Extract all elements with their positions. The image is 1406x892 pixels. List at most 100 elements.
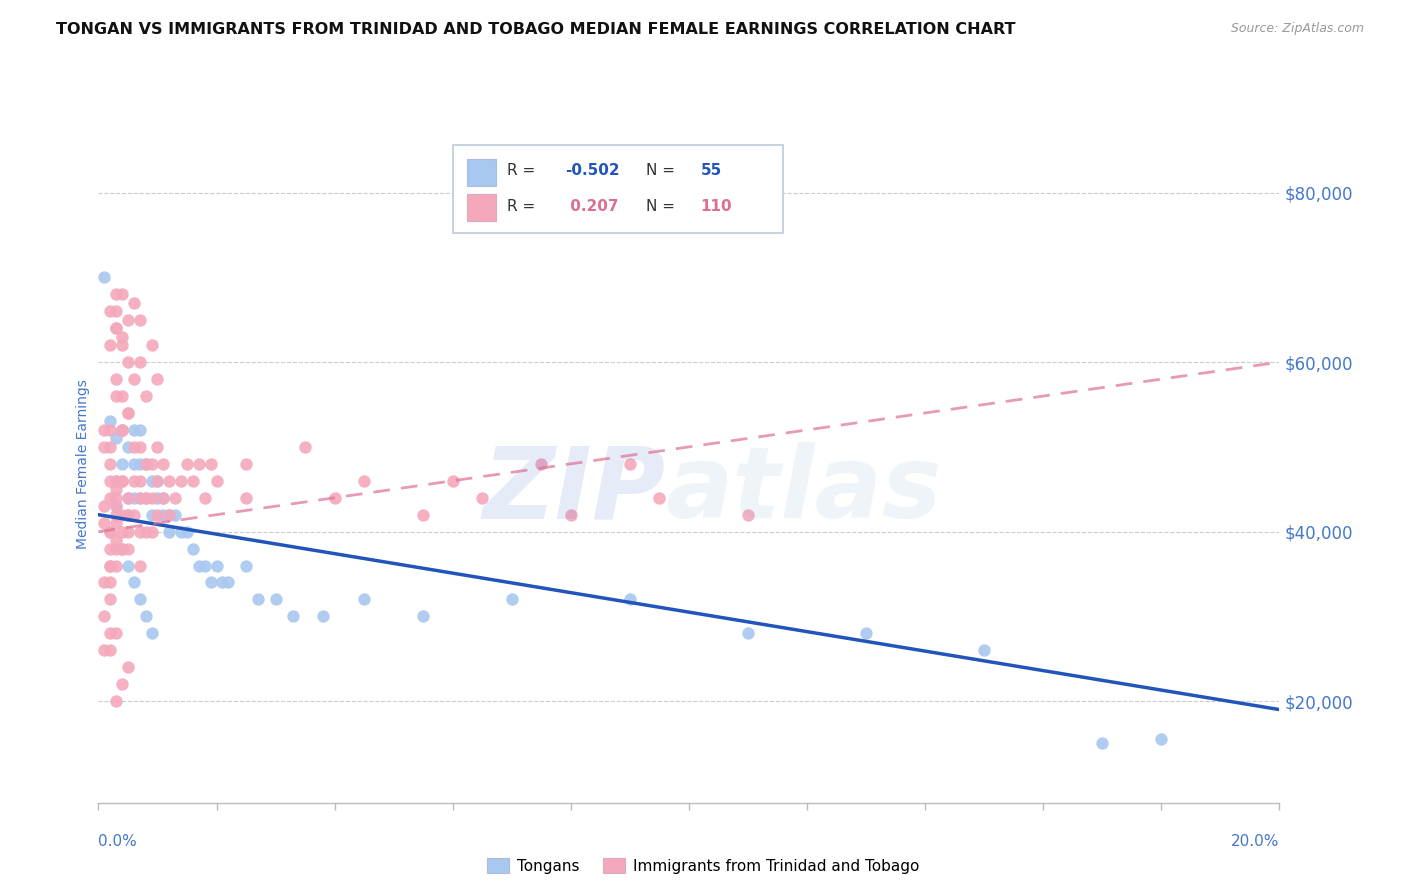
Point bbox=[737, 508, 759, 522]
Point bbox=[105, 304, 128, 318]
Point bbox=[105, 372, 128, 386]
Point bbox=[441, 474, 464, 488]
Point bbox=[135, 491, 157, 505]
Point bbox=[122, 575, 145, 590]
Point bbox=[117, 524, 139, 539]
Point bbox=[98, 474, 121, 488]
Point bbox=[152, 491, 174, 505]
Point bbox=[141, 524, 163, 539]
Point bbox=[122, 296, 145, 310]
Point bbox=[205, 558, 228, 573]
Point bbox=[105, 558, 128, 573]
Point bbox=[98, 338, 121, 352]
Point bbox=[128, 440, 150, 454]
Point bbox=[117, 508, 139, 522]
Point bbox=[353, 592, 375, 607]
Point bbox=[98, 558, 121, 573]
Point bbox=[105, 321, 128, 335]
Point bbox=[235, 491, 257, 505]
Point bbox=[117, 440, 139, 454]
Point bbox=[105, 500, 128, 514]
Point bbox=[128, 423, 150, 437]
Point bbox=[1150, 732, 1173, 747]
Text: 55: 55 bbox=[700, 163, 723, 178]
Point bbox=[98, 457, 121, 471]
Point bbox=[105, 533, 128, 548]
Point bbox=[181, 474, 204, 488]
Point bbox=[141, 338, 163, 352]
Text: atlas: atlas bbox=[665, 442, 942, 540]
Point bbox=[187, 457, 209, 471]
Point bbox=[294, 440, 316, 454]
Point bbox=[128, 491, 150, 505]
Point bbox=[181, 541, 204, 556]
Point bbox=[98, 414, 121, 429]
Point bbox=[165, 508, 187, 522]
Point bbox=[105, 626, 128, 640]
Text: Source: ZipAtlas.com: Source: ZipAtlas.com bbox=[1230, 22, 1364, 36]
FancyBboxPatch shape bbox=[467, 194, 496, 221]
Point bbox=[152, 491, 174, 505]
Point bbox=[170, 474, 193, 488]
Point bbox=[152, 508, 174, 522]
Point bbox=[111, 474, 134, 488]
Point bbox=[122, 474, 145, 488]
Point bbox=[98, 575, 121, 590]
Point bbox=[117, 406, 139, 420]
Point bbox=[217, 575, 239, 590]
Point bbox=[93, 643, 115, 657]
Point bbox=[146, 440, 169, 454]
Point bbox=[98, 440, 121, 454]
Text: R =: R = bbox=[508, 199, 540, 214]
Point bbox=[619, 592, 641, 607]
Point bbox=[105, 508, 128, 522]
Point bbox=[737, 626, 759, 640]
Point bbox=[187, 558, 209, 573]
Point bbox=[105, 483, 128, 497]
Point bbox=[111, 677, 134, 691]
Point bbox=[111, 541, 134, 556]
Point bbox=[152, 457, 174, 471]
Point bbox=[122, 372, 145, 386]
Point bbox=[235, 558, 257, 573]
Point bbox=[98, 304, 121, 318]
Point bbox=[412, 508, 434, 522]
Point bbox=[128, 457, 150, 471]
Point bbox=[312, 609, 335, 624]
Text: N =: N = bbox=[647, 163, 681, 178]
Legend: Tongans, Immigrants from Trinidad and Tobago: Tongans, Immigrants from Trinidad and To… bbox=[481, 852, 925, 880]
FancyBboxPatch shape bbox=[453, 145, 783, 234]
Point bbox=[122, 423, 145, 437]
Point bbox=[111, 423, 134, 437]
Text: R =: R = bbox=[508, 163, 540, 178]
Point bbox=[122, 440, 145, 454]
Point bbox=[471, 491, 494, 505]
Point bbox=[194, 558, 217, 573]
Point bbox=[117, 541, 139, 556]
Point bbox=[246, 592, 269, 607]
Point bbox=[211, 575, 233, 590]
Point bbox=[135, 457, 157, 471]
Point bbox=[194, 491, 217, 505]
Point bbox=[98, 558, 121, 573]
Text: TONGAN VS IMMIGRANTS FROM TRINIDAD AND TOBAGO MEDIAN FEMALE EARNINGS CORRELATION: TONGAN VS IMMIGRANTS FROM TRINIDAD AND T… bbox=[56, 22, 1015, 37]
Point bbox=[93, 500, 115, 514]
Point bbox=[111, 338, 134, 352]
Point bbox=[235, 457, 257, 471]
Point bbox=[111, 330, 134, 344]
Point bbox=[353, 474, 375, 488]
Point bbox=[111, 423, 134, 437]
Point bbox=[105, 694, 128, 708]
Point bbox=[111, 474, 134, 488]
Point bbox=[135, 457, 157, 471]
Point bbox=[412, 609, 434, 624]
Point bbox=[128, 474, 150, 488]
Point bbox=[157, 474, 180, 488]
Point bbox=[98, 643, 121, 657]
Text: 0.0%: 0.0% bbox=[98, 834, 138, 849]
Point bbox=[105, 432, 128, 446]
Point bbox=[146, 474, 169, 488]
Point bbox=[93, 423, 115, 437]
Point bbox=[117, 313, 139, 327]
Point bbox=[205, 474, 228, 488]
